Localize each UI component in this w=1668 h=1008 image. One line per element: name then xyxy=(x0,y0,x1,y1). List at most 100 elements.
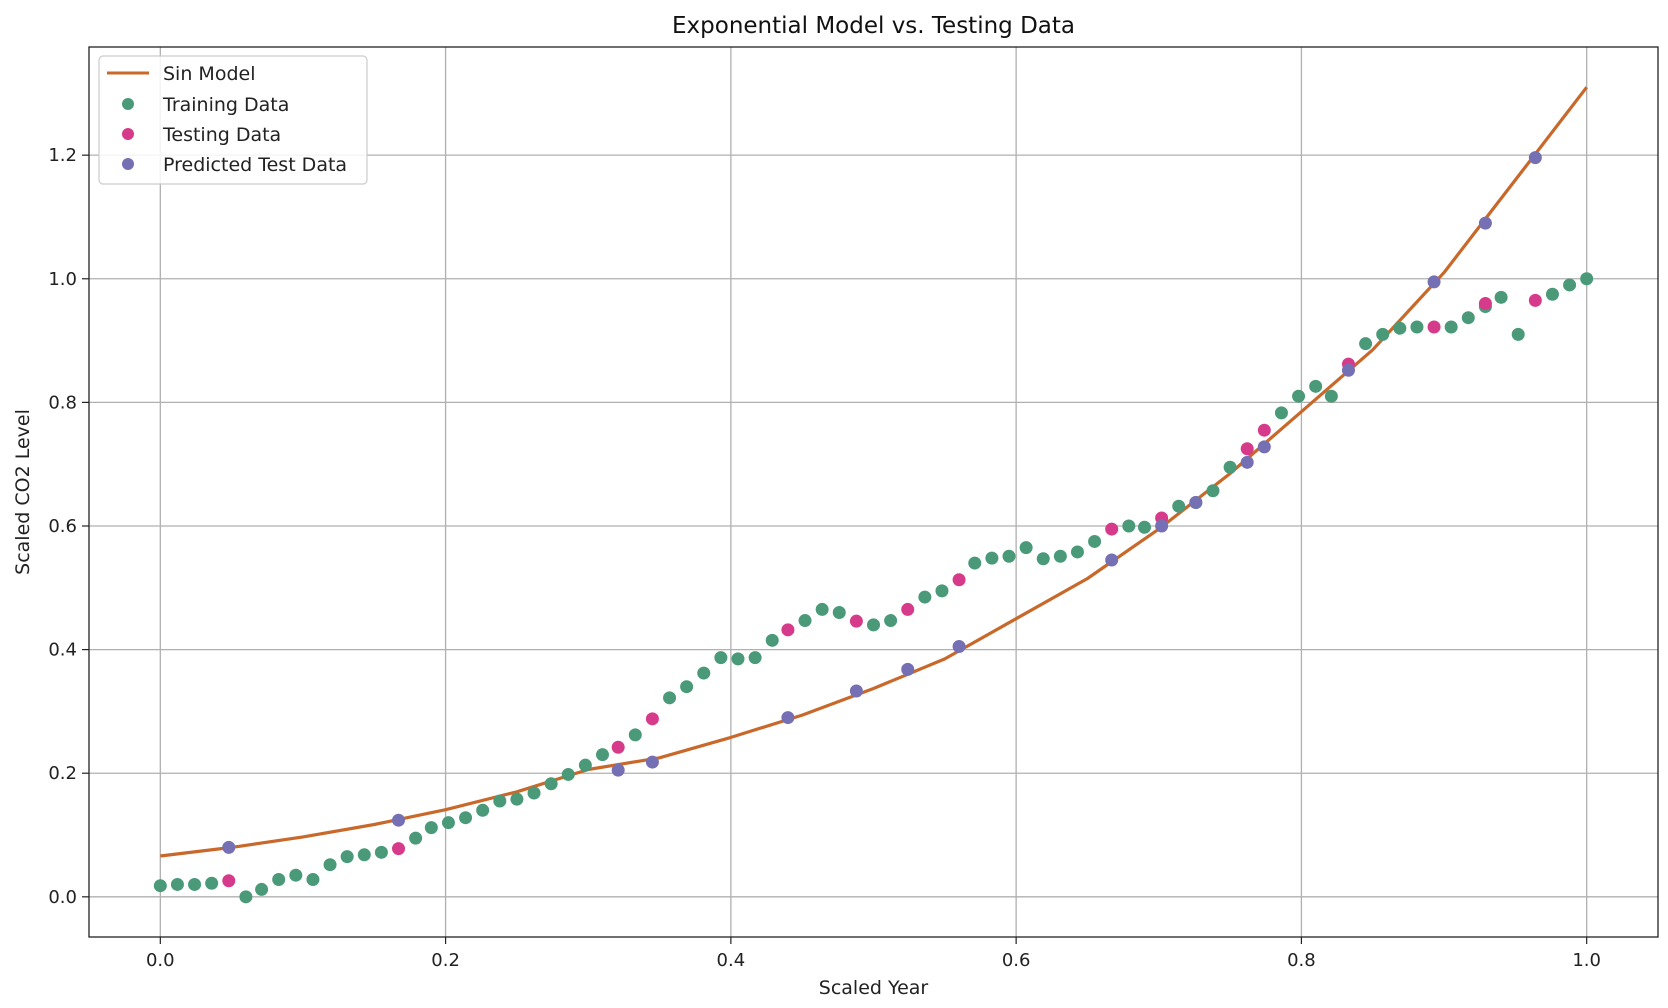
training-point xyxy=(340,850,354,864)
testing-point xyxy=(849,614,863,628)
predicted-point xyxy=(1528,151,1542,165)
predicted-point xyxy=(1189,496,1203,510)
x-tick-label: 1.0 xyxy=(1572,950,1601,971)
training-point xyxy=(1122,519,1136,533)
testing-point xyxy=(392,842,406,856)
predicted-point xyxy=(1478,216,1492,230)
training-point xyxy=(1393,321,1407,335)
predicted-point xyxy=(222,840,236,854)
y-tick-label: 0.8 xyxy=(48,392,77,413)
predicted-point xyxy=(1427,275,1441,289)
training-point xyxy=(985,551,999,565)
predicted-point xyxy=(1341,363,1355,377)
training-point xyxy=(798,614,812,628)
training-point xyxy=(578,758,592,772)
training-point xyxy=(459,811,473,825)
predicted-point xyxy=(901,662,915,676)
testing-point xyxy=(611,740,625,754)
training-point xyxy=(1053,549,1067,563)
legend-label: Testing Data xyxy=(162,124,281,146)
predicted-point xyxy=(849,684,863,698)
training-point xyxy=(289,868,303,882)
predicted-point xyxy=(781,711,795,725)
training-point xyxy=(968,556,982,570)
y-tick-label: 1.0 xyxy=(48,269,77,290)
legend-label: Sin Model xyxy=(163,63,255,85)
training-point xyxy=(1494,290,1508,304)
training-point xyxy=(1580,272,1594,286)
x-tick-label: 0.2 xyxy=(431,950,460,971)
plot-frame xyxy=(88,46,1659,938)
y-tick-label: 0.4 xyxy=(48,640,77,661)
training-point xyxy=(628,728,642,742)
testing-point xyxy=(1240,442,1254,456)
training-point xyxy=(867,618,880,632)
predicted-point xyxy=(392,813,406,827)
training-point xyxy=(1324,389,1338,403)
testing-point xyxy=(781,623,795,637)
training-point xyxy=(409,831,423,845)
training-point xyxy=(1223,460,1237,474)
training-point xyxy=(561,767,575,781)
data-layer xyxy=(153,86,1594,904)
testing-point xyxy=(1427,320,1441,334)
training-point xyxy=(493,794,507,808)
training-point xyxy=(1461,311,1475,325)
training-point xyxy=(1172,499,1186,513)
training-point xyxy=(323,858,337,872)
predicted-point xyxy=(645,755,659,769)
x-tick-label: 0.0 xyxy=(146,950,175,971)
testing-point xyxy=(1105,522,1119,536)
training-point xyxy=(1274,406,1288,420)
testing-point xyxy=(901,602,915,616)
training-point xyxy=(714,651,728,665)
training-point xyxy=(697,666,711,680)
chart-title: Exponential Model vs. Testing Data xyxy=(672,13,1075,39)
training-point xyxy=(255,882,269,896)
legend-box xyxy=(98,55,368,185)
training-point xyxy=(935,584,949,598)
training-point xyxy=(1359,337,1373,351)
training-point xyxy=(680,680,694,694)
testing-point xyxy=(645,712,659,726)
legend-swatch-dot xyxy=(122,98,134,110)
testing-point xyxy=(952,573,966,587)
training-point xyxy=(239,890,253,904)
training-point xyxy=(476,803,490,817)
training-point xyxy=(1511,327,1525,341)
training-point xyxy=(441,816,455,830)
training-point xyxy=(595,748,609,762)
training-point xyxy=(357,848,371,862)
training-point xyxy=(510,792,524,806)
legend-label: Predicted Test Data xyxy=(163,154,347,176)
x-axis-title: Scaled Year xyxy=(819,977,929,999)
testing-point xyxy=(1257,423,1271,437)
training-point xyxy=(544,777,558,791)
testing-point xyxy=(1478,296,1492,310)
training-point xyxy=(424,821,438,835)
training-point xyxy=(272,873,286,887)
y-axis-title: Scaled CO2 Level xyxy=(12,409,34,575)
training-point xyxy=(1002,549,1016,563)
legend-swatch-dot xyxy=(122,128,134,140)
predicted-point xyxy=(1155,519,1169,533)
training-point xyxy=(1410,320,1424,334)
axis-ticks: 0.0 0.2 0.4 0.6 0.8 1.0 0.0 0.2 0.4 0.6 0.8 1.0 1.2 xyxy=(48,145,1601,971)
legend: Sin Model Training Data Testing Data Pre… xyxy=(98,55,368,185)
y-tick-label: 0.2 xyxy=(48,763,77,784)
predicted-point xyxy=(1105,553,1119,567)
training-point xyxy=(1019,541,1033,555)
legend-label: Training Data xyxy=(162,94,289,116)
legend-swatch-dot xyxy=(122,158,134,170)
training-point xyxy=(306,873,320,887)
y-tick-label: 0.0 xyxy=(48,887,77,908)
training-point xyxy=(918,590,932,604)
grid-lines xyxy=(89,47,1658,937)
training-point xyxy=(1070,545,1084,559)
training-point xyxy=(731,652,745,666)
training-point xyxy=(1138,520,1152,534)
training-point xyxy=(1376,327,1390,341)
x-tick-label: 0.8 xyxy=(1287,950,1316,971)
training-point xyxy=(765,633,779,647)
